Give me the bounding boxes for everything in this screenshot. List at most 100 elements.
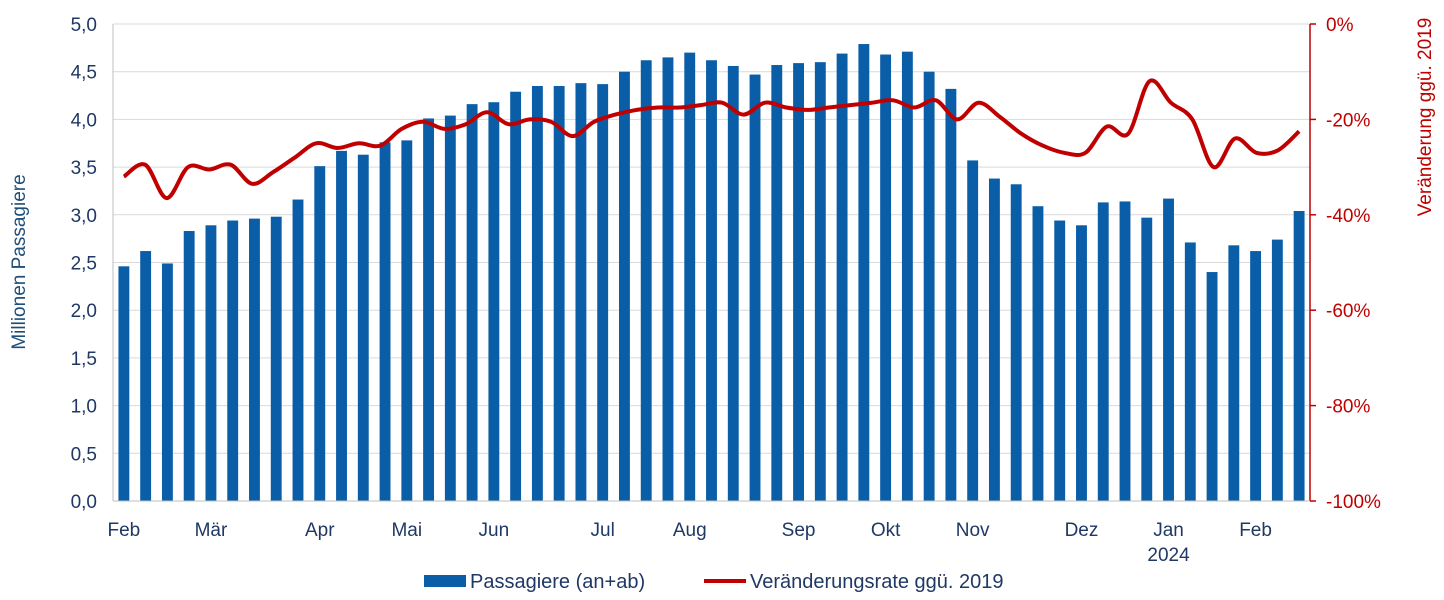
bar bbox=[945, 88, 957, 501]
legend-line-label: Veränderungsrate ggü. 2019 bbox=[750, 571, 1004, 593]
left-axis-title: Millionen Passagiere bbox=[9, 174, 30, 349]
x-tick-label: Jan bbox=[1153, 520, 1184, 541]
bar bbox=[118, 266, 130, 501]
x-tick-label: Mai bbox=[391, 520, 422, 541]
bar bbox=[1250, 251, 1262, 501]
bar bbox=[1010, 184, 1022, 501]
x-tick-label: Jul bbox=[591, 520, 615, 541]
x-tick-label: Feb bbox=[108, 520, 141, 541]
bar bbox=[814, 62, 826, 501]
bar bbox=[1293, 210, 1305, 501]
bar bbox=[161, 263, 173, 501]
bar bbox=[597, 84, 609, 502]
bar bbox=[205, 225, 217, 501]
bar bbox=[1141, 217, 1153, 502]
right-tick-label: -80% bbox=[1326, 397, 1370, 418]
bar bbox=[1206, 272, 1218, 501]
bar bbox=[270, 216, 282, 501]
left-tick-label: 4,5 bbox=[71, 63, 97, 84]
axes bbox=[112, 23, 1316, 502]
right-tick-label: -100% bbox=[1326, 492, 1381, 513]
right-axis-tick-labels: -100% -80% -60% -40% -20% 0% bbox=[1326, 15, 1381, 513]
left-axis-tick-labels: 0,0 0,5 1,0 1,5 2,0 2,5 3,0 3,5 4,0 4,5 5,0 bbox=[71, 15, 97, 513]
x-tick-label: Apr bbox=[305, 520, 335, 541]
x-year-label: 2024 bbox=[1147, 545, 1190, 566]
x-tick-label: Sep bbox=[782, 520, 816, 541]
bar bbox=[1097, 202, 1109, 501]
bar bbox=[836, 53, 848, 501]
legend-bar-label: Passagiere (an+ab) bbox=[470, 571, 645, 593]
right-tick-label: -20% bbox=[1326, 110, 1370, 131]
bar-series bbox=[118, 44, 1305, 502]
bar bbox=[336, 150, 347, 501]
bar bbox=[923, 71, 935, 501]
bar bbox=[749, 74, 761, 501]
bar bbox=[880, 54, 892, 501]
right-axis-title: Veränderung ggü. 2019 bbox=[1415, 18, 1436, 217]
legend-bar-swatch bbox=[424, 575, 466, 587]
bar bbox=[1271, 239, 1283, 501]
bar bbox=[510, 91, 522, 501]
left-tick-label: 1,5 bbox=[71, 349, 97, 370]
bar bbox=[684, 52, 696, 502]
bar bbox=[1032, 206, 1044, 502]
bar bbox=[619, 71, 630, 501]
x-tick-label: Jun bbox=[479, 520, 510, 541]
left-tick-label: 1,0 bbox=[71, 397, 97, 418]
right-tick-label: -60% bbox=[1326, 301, 1370, 322]
bar bbox=[1184, 242, 1196, 501]
bar bbox=[727, 65, 739, 501]
bar bbox=[640, 60, 652, 501]
bar bbox=[1119, 201, 1131, 501]
bar bbox=[466, 104, 478, 502]
bar bbox=[531, 86, 543, 501]
series-line bbox=[122, 78, 1301, 201]
bar bbox=[183, 231, 195, 501]
left-tick-label: 0,5 bbox=[71, 444, 97, 465]
bar bbox=[140, 251, 152, 501]
bar bbox=[553, 86, 565, 501]
bar bbox=[401, 140, 413, 501]
bar bbox=[379, 142, 391, 501]
x-tick-label: Aug bbox=[673, 520, 707, 541]
left-tick-label: 4,0 bbox=[71, 110, 97, 131]
bar bbox=[662, 57, 674, 501]
bar bbox=[444, 115, 456, 502]
bar bbox=[314, 166, 326, 501]
left-tick-label: 3,5 bbox=[71, 158, 97, 179]
x-tick-label: Okt bbox=[871, 520, 901, 541]
bar bbox=[967, 160, 979, 501]
right-tick-label: 0% bbox=[1326, 15, 1354, 36]
left-tick-label: 2,5 bbox=[71, 254, 97, 275]
bar bbox=[771, 65, 783, 501]
left-tick-label: 3,0 bbox=[71, 206, 97, 227]
bar bbox=[988, 178, 1000, 501]
bar bbox=[423, 118, 435, 502]
bar bbox=[1163, 198, 1174, 501]
left-tick-label: 0,0 bbox=[71, 492, 97, 513]
bar bbox=[1054, 220, 1066, 502]
bar bbox=[292, 199, 304, 501]
bar bbox=[357, 154, 369, 501]
x-tick-label: Dez bbox=[1065, 520, 1099, 541]
right-tick-label: -40% bbox=[1326, 206, 1370, 227]
bar bbox=[1076, 225, 1087, 501]
left-tick-label: 2,0 bbox=[71, 301, 97, 322]
bar bbox=[227, 220, 239, 502]
bar bbox=[249, 218, 260, 501]
left-tick-label: 5,0 bbox=[71, 15, 97, 36]
x-tick-label: Mär bbox=[195, 520, 228, 541]
bar bbox=[1228, 245, 1240, 501]
x-tick-label: Feb bbox=[1239, 520, 1272, 541]
bar bbox=[706, 60, 717, 501]
legend: Passagiere (an+ab) Veränderungsrate ggü.… bbox=[424, 571, 1004, 593]
line-series bbox=[122, 78, 1301, 201]
x-tick-label: Nov bbox=[956, 520, 990, 541]
x-axis-tick-labels: Feb Mär Apr Mai Jun Jul Aug Sep Okt Nov Dez Jan Feb 2… bbox=[108, 520, 1272, 566]
bar bbox=[901, 51, 913, 501]
bar bbox=[858, 44, 870, 502]
bar bbox=[575, 83, 587, 501]
bar bbox=[793, 63, 804, 501]
bar bbox=[488, 102, 500, 501]
